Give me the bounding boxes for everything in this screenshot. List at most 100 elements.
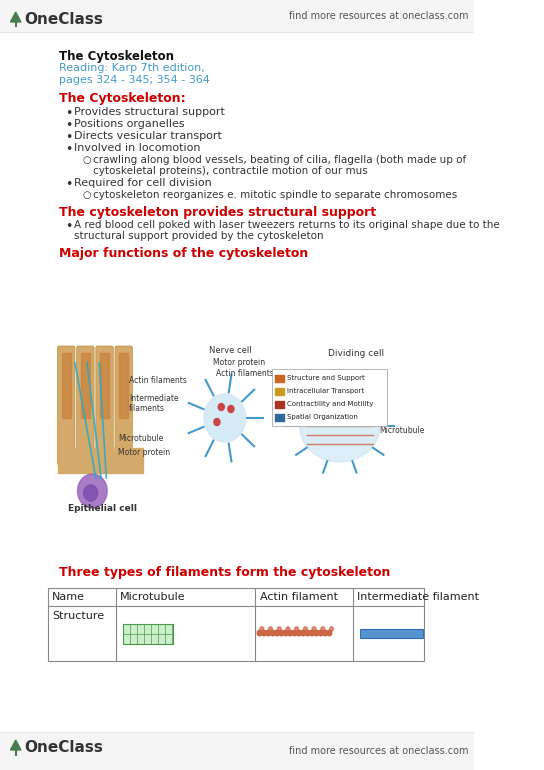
Bar (0, 0, 474, 32)
Circle shape (321, 627, 325, 631)
Circle shape (286, 627, 290, 631)
Ellipse shape (300, 390, 380, 462)
Text: Name: Name (52, 592, 85, 602)
Text: •: • (65, 220, 73, 233)
Circle shape (279, 630, 284, 636)
Circle shape (301, 630, 306, 636)
Text: Intermediate
filaments: Intermediate filaments (129, 393, 178, 413)
Text: cytoskeleton reorganizes e. mitotic spindle to separate chromosomes: cytoskeleton reorganizes e. mitotic spin… (93, 190, 458, 200)
Text: crawling along blood vessels, beating of cilia, flagella (both made up of: crawling along blood vessels, beating of… (93, 155, 466, 165)
FancyBboxPatch shape (58, 346, 75, 465)
Circle shape (270, 630, 275, 636)
Text: OneClass: OneClass (24, 12, 103, 26)
Circle shape (288, 630, 293, 636)
Text: Actin filaments: Actin filaments (216, 369, 274, 378)
Text: Positions organelles: Positions organelles (74, 119, 184, 129)
Text: Reading: Karp 7th edition,: Reading: Karp 7th edition, (59, 63, 205, 73)
Circle shape (78, 474, 107, 508)
Bar (123, 624, 174, 644)
FancyBboxPatch shape (96, 346, 113, 465)
Text: Involved in locomotion: Involved in locomotion (74, 143, 201, 153)
Text: Epithelial cell: Epithelial cell (68, 504, 137, 513)
Text: Contractility and Motility: Contractility and Motility (287, 401, 373, 407)
Bar (119, 353, 128, 418)
Text: Three types of filaments form the cytoskeleton: Three types of filaments form the cytosk… (59, 566, 391, 579)
Text: Microtubule: Microtubule (379, 426, 424, 435)
Polygon shape (10, 740, 21, 750)
Text: Actin filament: Actin filament (259, 592, 338, 602)
Text: ○: ○ (83, 155, 91, 165)
Text: Directs vesicular transport: Directs vesicular transport (74, 131, 222, 141)
Text: The cytoskeleton provides structural support: The cytoskeleton provides structural sup… (59, 206, 376, 219)
Text: Motor protein: Motor protein (119, 448, 171, 457)
Circle shape (330, 627, 333, 631)
Text: Actin filaments: Actin filaments (129, 376, 187, 385)
Circle shape (304, 627, 307, 631)
Text: cytoskeletal proteins), contractile motion of our mus: cytoskeletal proteins), contractile moti… (93, 166, 368, 176)
Circle shape (277, 627, 281, 631)
Text: structural support provided by the cytoskeleton: structural support provided by the cytos… (74, 231, 324, 241)
Text: Microtubule: Microtubule (119, 434, 164, 443)
Text: Dividing cell: Dividing cell (327, 349, 384, 358)
Bar (62, 353, 71, 418)
Circle shape (305, 630, 310, 636)
Circle shape (218, 403, 224, 410)
Circle shape (312, 627, 316, 631)
Text: pages 324 - 345; 354 - 364: pages 324 - 345; 354 - 364 (59, 75, 210, 85)
Text: Provides structural support: Provides structural support (74, 107, 225, 117)
Circle shape (310, 630, 314, 636)
Circle shape (204, 394, 246, 442)
Text: Structure and Support: Structure and Support (287, 375, 364, 381)
Bar (360, 629, 423, 638)
Bar (275, 401, 284, 408)
Bar (100, 353, 109, 418)
Text: OneClass: OneClass (24, 741, 103, 755)
Text: Major functions of the cytoskeleton: Major functions of the cytoskeleton (59, 247, 308, 260)
Bar (275, 414, 284, 421)
Circle shape (257, 630, 262, 636)
Text: Microtubule: Microtubule (120, 592, 186, 602)
Bar (0, 732, 474, 770)
Circle shape (323, 630, 327, 636)
Bar (272, 369, 387, 426)
Text: •: • (65, 178, 73, 191)
Bar (275, 375, 284, 382)
Circle shape (292, 630, 297, 636)
Circle shape (214, 419, 220, 426)
Polygon shape (10, 12, 21, 22)
Circle shape (283, 630, 288, 636)
FancyBboxPatch shape (115, 346, 132, 465)
Text: •: • (65, 119, 73, 132)
Text: find more resources at oneclass.com: find more resources at oneclass.com (289, 11, 469, 21)
Text: Motor protein: Motor protein (213, 358, 265, 367)
Bar (81, 353, 90, 418)
Text: •: • (65, 107, 73, 120)
Circle shape (327, 630, 332, 636)
Text: Intermediate filament: Intermediate filament (357, 592, 479, 602)
Bar (275, 388, 284, 395)
Text: Intracellular Transport: Intracellular Transport (287, 388, 364, 394)
Text: A red blood cell poked with laser tweezers returns to its original shape due to : A red blood cell poked with laser tweeze… (74, 220, 500, 230)
Circle shape (295, 627, 299, 631)
Text: ○: ○ (83, 190, 91, 200)
Text: Nerve cell: Nerve cell (209, 346, 252, 355)
Circle shape (275, 630, 280, 636)
Text: The Cytoskeleton: The Cytoskeleton (59, 50, 174, 63)
Circle shape (228, 406, 234, 413)
Text: Required for cell division: Required for cell division (74, 178, 212, 188)
Circle shape (314, 630, 319, 636)
FancyBboxPatch shape (77, 346, 94, 465)
Circle shape (266, 630, 271, 636)
Bar (48, 588, 424, 661)
Text: Spatial Organization: Spatial Organization (287, 414, 357, 420)
Circle shape (262, 630, 267, 636)
Text: find more resources at oneclass.com: find more resources at oneclass.com (289, 746, 469, 756)
Circle shape (260, 627, 264, 631)
Circle shape (296, 630, 301, 636)
Bar (58, 448, 143, 473)
Circle shape (269, 627, 273, 631)
Text: •: • (65, 131, 73, 144)
Text: •: • (65, 143, 73, 156)
Text: Structure: Structure (52, 611, 104, 621)
Circle shape (318, 630, 323, 636)
